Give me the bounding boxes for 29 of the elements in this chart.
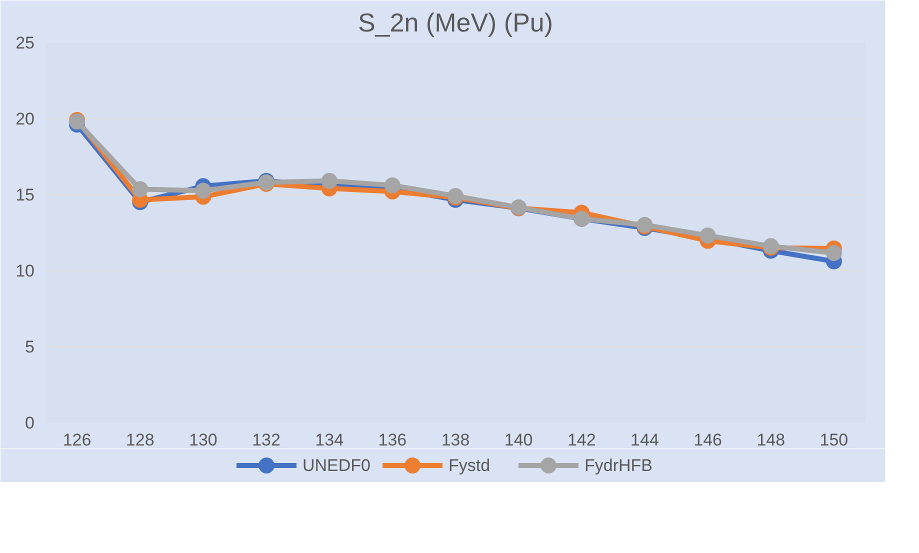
x-tick-label: 148 <box>756 430 786 450</box>
x-tick-label: 138 <box>441 430 470 450</box>
x-tick-label: 132 <box>252 430 280 450</box>
y-tick-label: 20 <box>16 110 35 128</box>
point <box>132 181 148 198</box>
point <box>826 245 842 262</box>
x-tick-label: 144 <box>630 430 659 450</box>
x-tick-label: 126 <box>62 430 92 450</box>
y-tick-label: 15 <box>16 186 35 204</box>
x-tick-label: 146 <box>694 430 722 450</box>
point <box>384 177 400 194</box>
x-tick-label: 128 <box>126 430 154 450</box>
y-tick-label: 5 <box>25 338 35 356</box>
x-tick-label: 130 <box>189 430 218 450</box>
legend-label: FydrHFB <box>584 456 652 475</box>
legend-label: Fystd <box>448 456 490 475</box>
point <box>321 172 338 189</box>
point <box>700 228 716 244</box>
legend-label: UNEDF0 <box>302 456 371 475</box>
chart-title: S_2n (MeV) (Pu) <box>358 8 554 38</box>
x-tick-label: 142 <box>567 430 596 450</box>
x-tick-label: 150 <box>820 430 848 450</box>
y-tick-label: 25 <box>16 34 35 52</box>
x-tick-label: 136 <box>378 430 407 450</box>
x-tick-label: 140 <box>504 430 533 450</box>
point <box>195 182 212 199</box>
x-tick-label: 134 <box>315 430 344 450</box>
y-tick-label: 0 <box>25 414 35 432</box>
y-tick-label: 10 <box>16 262 35 280</box>
